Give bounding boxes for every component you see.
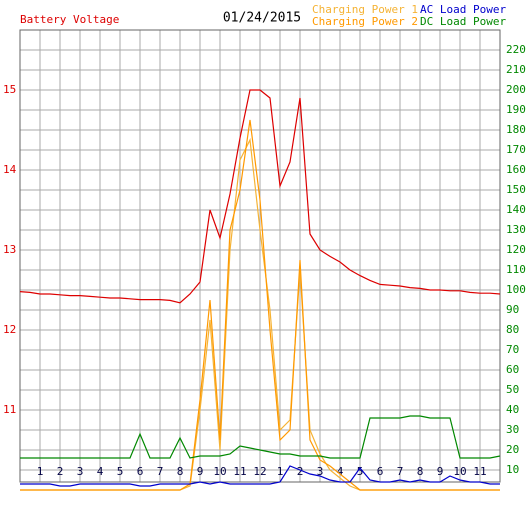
series-line xyxy=(20,415,501,459)
y-tick-label: 13 xyxy=(3,243,16,256)
x-tick-label: 6 xyxy=(137,465,144,478)
x-tick-label: 7 xyxy=(157,465,164,478)
y2-tick-label: 130 xyxy=(506,223,526,236)
x-tick-label: 4 xyxy=(97,465,104,478)
y2-tick-label: 100 xyxy=(506,283,526,296)
legend-entry: Battery Voltage xyxy=(20,13,119,26)
y2-tick-label: 120 xyxy=(506,243,526,256)
y2-tick-label: 200 xyxy=(506,83,526,96)
x-tick-label: 11 xyxy=(233,465,246,478)
y2-tick-label: 170 xyxy=(506,143,526,156)
x-tick-label: 8 xyxy=(417,465,424,478)
y-tick-label: 12 xyxy=(3,323,16,336)
x-tick-label: 12 xyxy=(253,465,266,478)
chart-title: 01/24/2015 xyxy=(223,11,301,26)
x-tick-label: 8 xyxy=(177,465,184,478)
y2-tick-label: 10 xyxy=(506,463,519,476)
x-tick-label: 11 xyxy=(473,465,486,478)
x-tick-label: 2 xyxy=(57,465,64,478)
x-tick-label: 1 xyxy=(37,465,44,478)
y2-tick-label: 70 xyxy=(506,343,519,356)
x-tick-label: 7 xyxy=(397,465,404,478)
x-tick-label: 10 xyxy=(453,465,466,478)
y2-tick-label: 140 xyxy=(506,203,526,216)
y2-tick-label: 50 xyxy=(506,383,519,396)
y2-tick-label: 180 xyxy=(506,123,526,136)
x-tick-label: 9 xyxy=(197,465,204,478)
legend-entry: DC Load Power xyxy=(420,15,506,28)
y2-tick-label: 190 xyxy=(506,103,526,116)
y2-tick-label: 40 xyxy=(506,403,519,416)
series-line xyxy=(20,465,500,487)
x-tick-label: 10 xyxy=(213,465,226,478)
y2-tick-label: 90 xyxy=(506,303,519,316)
y2-tick-label: 160 xyxy=(506,163,526,176)
y2-tick-label: 150 xyxy=(506,183,526,196)
x-tick-label: 5 xyxy=(357,465,364,478)
y2-tick-label: 110 xyxy=(506,263,526,276)
y2-tick-label: 60 xyxy=(506,363,519,376)
y2-tick-label: 210 xyxy=(506,63,526,76)
series-line xyxy=(19,89,501,304)
y-tick-label: 11 xyxy=(3,403,16,416)
legend-entry: AC Load Power xyxy=(420,3,506,16)
plot-border xyxy=(19,29,501,483)
x-tick-label: 5 xyxy=(117,465,124,478)
x-tick-label: 3 xyxy=(317,465,324,478)
x-tick-label: 9 xyxy=(437,465,444,478)
x-tick-label: 4 xyxy=(337,465,344,478)
y2-tick-label: 220 xyxy=(506,43,526,56)
y-tick-label: 14 xyxy=(3,163,17,176)
y2-tick-label: 30 xyxy=(506,423,519,436)
y2-tick-label: 80 xyxy=(506,323,519,336)
y2-tick-label: 20 xyxy=(506,443,519,456)
legend-entry: Charging Power 2 xyxy=(312,15,418,28)
y-tick-label: 15 xyxy=(3,83,16,96)
x-tick-label: 3 xyxy=(77,465,84,478)
legend-entry: Charging Power 1 xyxy=(312,3,418,16)
x-tick-label: 1 xyxy=(277,465,284,478)
x-tick-label: 2 xyxy=(297,465,304,478)
series-line xyxy=(20,119,500,491)
x-tick-label: 6 xyxy=(377,465,384,478)
